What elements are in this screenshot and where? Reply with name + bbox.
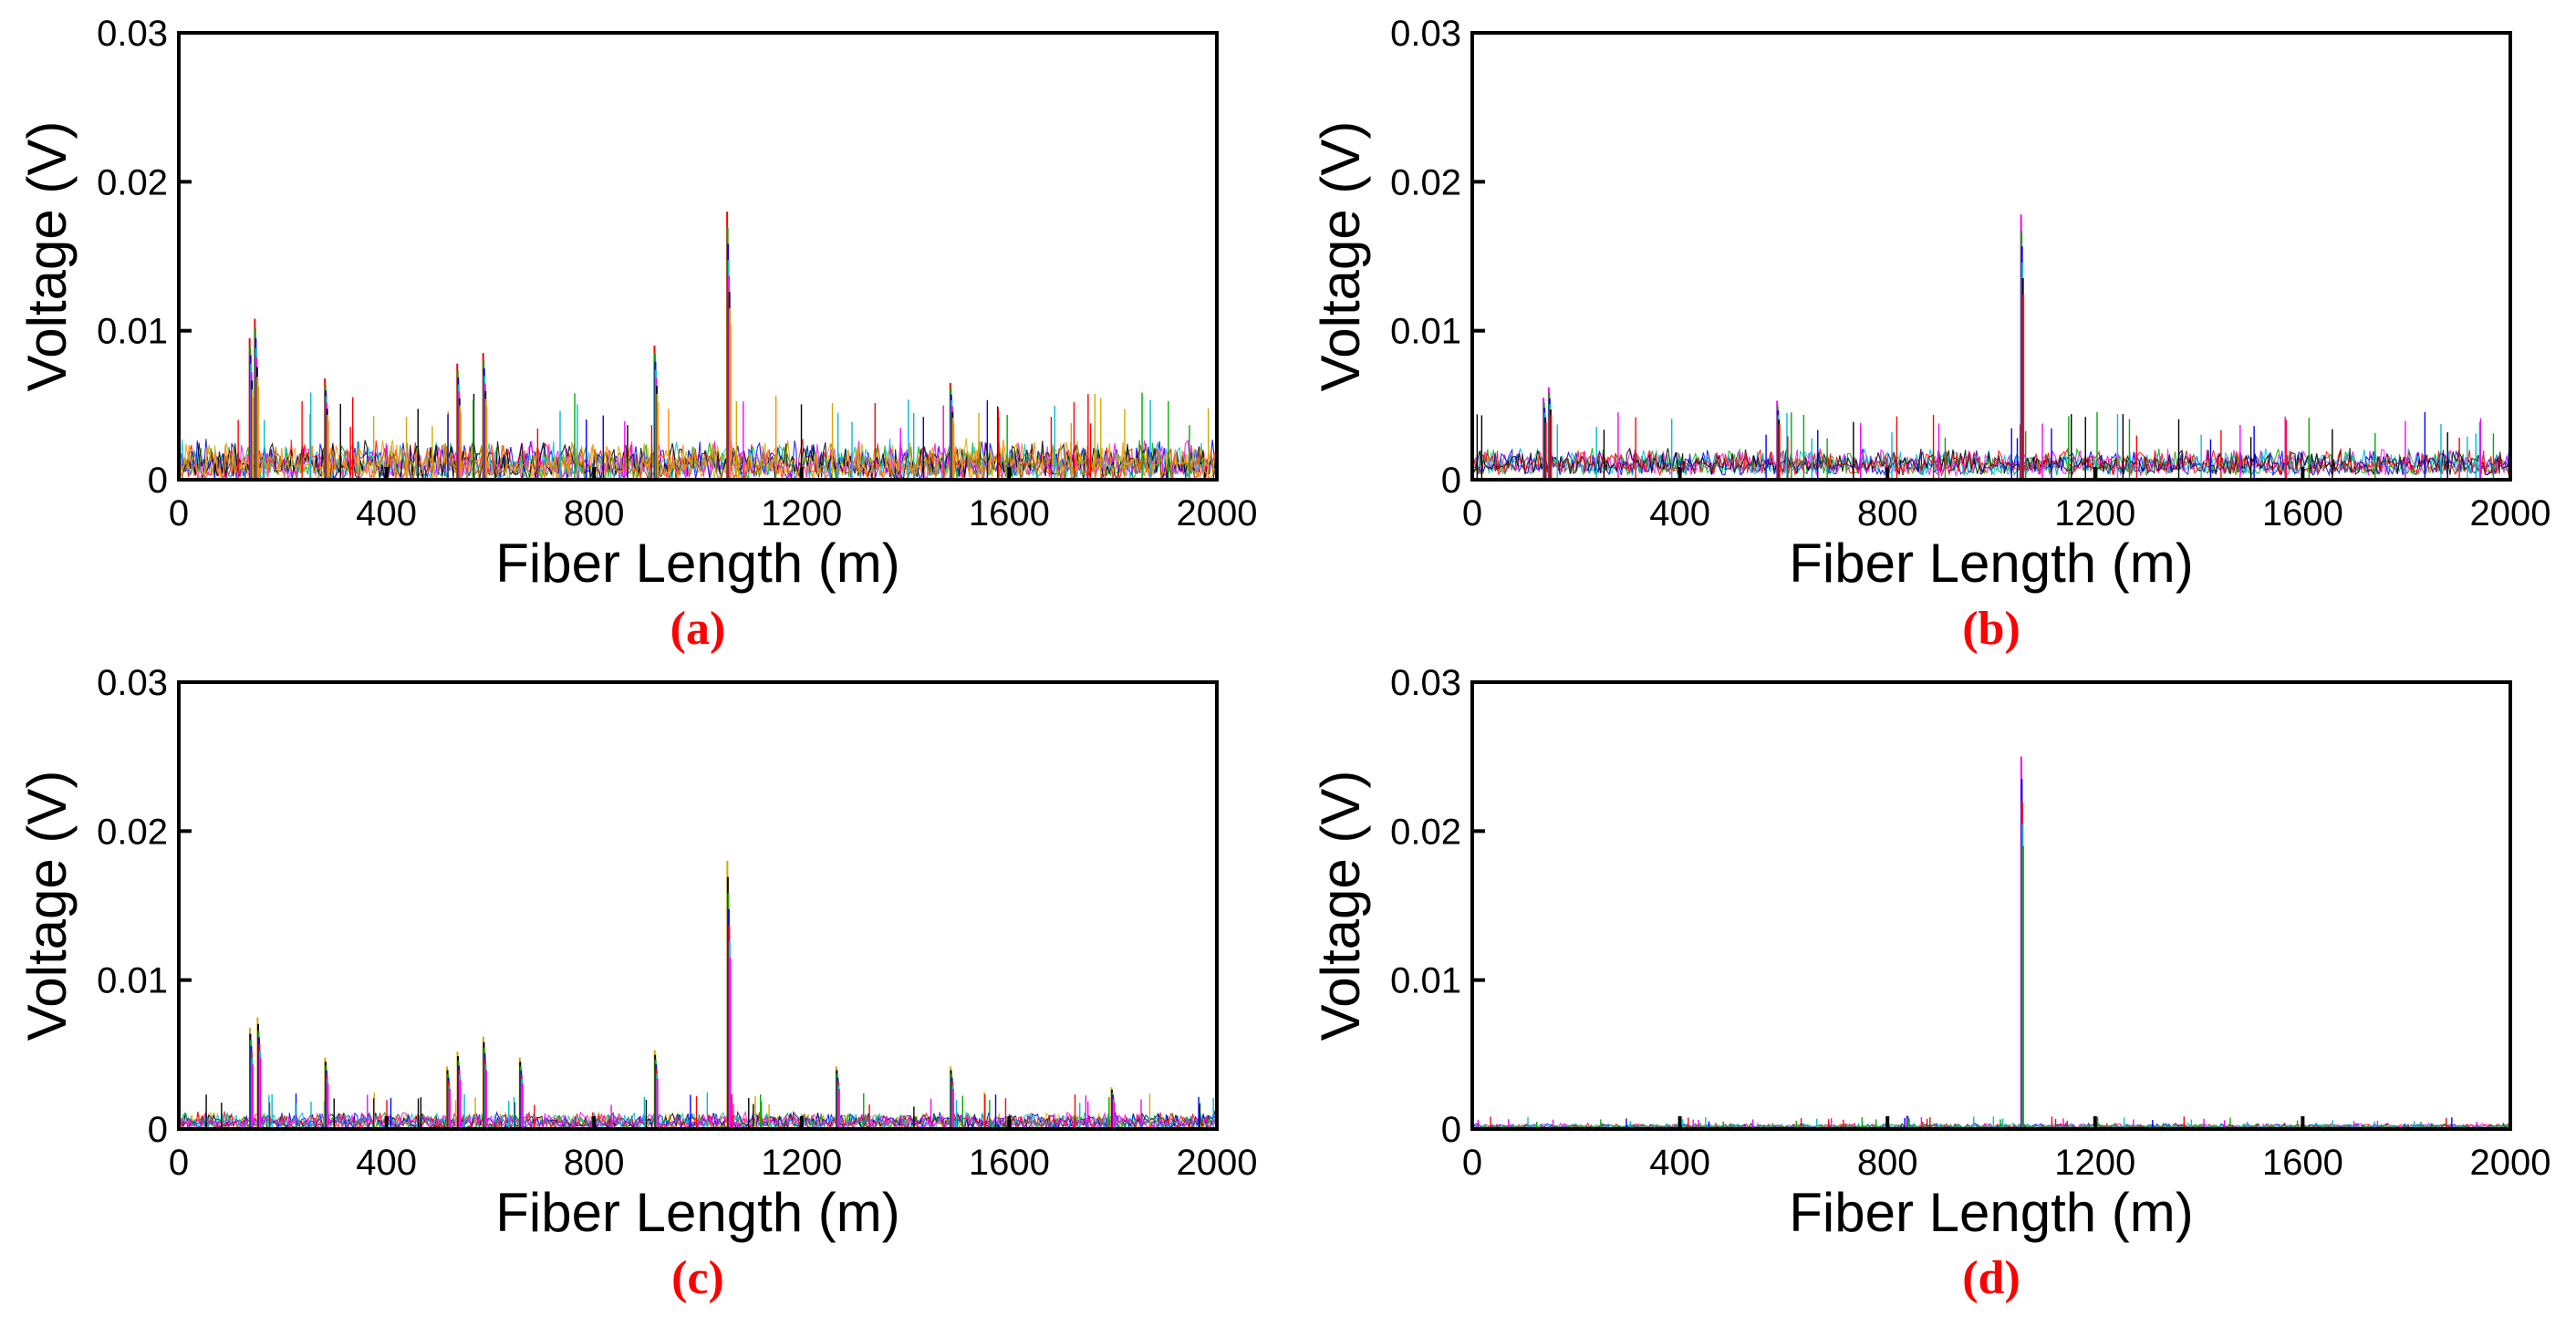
plot-area [1472,756,2510,1129]
x-tick-label: 2000 [2470,1143,2551,1183]
chart-panel-4: 0 0.01 0.02 0.03 0 400 800 1200 1600 2000 Fiber Le… [1310,663,2551,1304]
x-tick-label: 800 [564,1143,625,1183]
x-axis-title: Fiber Length (m) [495,1182,900,1243]
axes-frame [177,31,1219,482]
noise-series-7 [179,1110,1217,1129]
y-tick-label: 0.01 [1390,961,1461,1001]
x-tick-label: 1600 [969,1143,1050,1183]
x-tick-label: 0 [1462,1143,1482,1183]
noise-series-3 [1473,448,2510,477]
axes-frame [1470,31,2512,482]
x-axis-title: Fiber Length (m) [495,533,900,594]
x-tick-label: 400 [356,493,417,534]
y-tick-label: 0.03 [97,663,168,703]
x-tick-label: 400 [356,1143,417,1183]
x-tick-label: 400 [1649,493,1710,534]
x-tick-label: 1600 [969,493,1050,534]
y-tick-label: 0.02 [97,162,168,202]
x-tick-label: 2000 [1177,1143,1258,1183]
chart-panel-2: 0 0.01 0.02 0.03 0 400 800 1200 1600 2000 Fiber Le… [1310,14,2551,655]
plot-area [1472,214,2510,480]
plot-area [179,861,1217,1129]
y-tick-label: 0 [1441,1110,1461,1150]
x-tick-label: 0 [169,493,189,534]
x-tick-label: 1200 [761,493,842,534]
y-tick-label: 0.03 [97,14,168,54]
x-tick-label: 400 [1649,1143,1710,1183]
x-tick-label: 1200 [761,1143,842,1183]
panel-label: (c) [671,1252,724,1304]
y-tick-label: 0.01 [97,312,168,352]
y-tick-label: 0.03 [1390,663,1461,703]
x-tick-label: 2000 [1177,493,1258,534]
x-tick-label: 1600 [2262,1143,2343,1183]
panel-label: (b) [1962,603,2020,655]
x-tick-label: 1600 [2262,493,2343,534]
x-tick-label: 800 [1857,1143,1918,1183]
chart-panel-1: 0 0.01 0.02 0.03 0 400 800 1200 1600 2000 Fiber Le… [16,14,1258,655]
y-tick-label: 0.01 [1390,312,1461,352]
noise-series-6 [179,439,1217,480]
plot-area [179,212,1217,480]
y-tick-label: 0.02 [1390,812,1461,852]
x-axis-title: Fiber Length (m) [1789,1182,2194,1243]
x-tick-label: 0 [169,1143,189,1183]
y-tick-label: 0.02 [97,812,168,852]
x-tick-label: 1200 [2054,1143,2135,1183]
y-tick-label: 0.03 [1390,14,1461,54]
noise-series-6 [1473,447,2510,477]
panel-label: (a) [670,603,726,655]
x-tick-label: 2000 [2470,493,2551,534]
panel-label: (d) [1962,1252,2020,1304]
axes-frame [177,680,1219,1131]
y-axis-title: Voltage (V) [1310,121,1371,392]
y-tick-label: 0.01 [97,961,168,1001]
chart-panel-3: 0 0.01 0.02 0.03 0 400 800 1200 1600 2000 Fiber Le… [16,663,1258,1304]
axes-frame [1470,680,2512,1131]
x-tick-label: 800 [564,493,625,534]
y-axis-title: Voltage (V) [1310,771,1371,1041]
y-axis-title: Voltage (V) [16,121,78,392]
y-tick-label: 0.02 [1390,162,1461,202]
y-tick-label: 0 [148,461,168,501]
x-tick-label: 1200 [2054,493,2135,534]
x-axis-title: Fiber Length (m) [1789,533,2194,594]
y-tick-label: 0 [148,1110,168,1150]
x-tick-label: 0 [1462,493,1482,534]
y-axis-title: Voltage (V) [16,771,78,1041]
x-tick-label: 800 [1857,493,1918,534]
y-tick-label: 0 [1441,461,1461,501]
